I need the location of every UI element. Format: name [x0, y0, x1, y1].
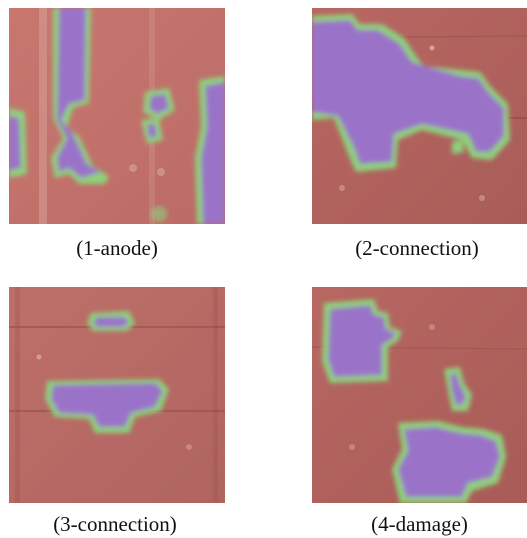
heatmap-panel-anode [9, 8, 225, 224]
heatmap-image-anode [9, 8, 225, 224]
caption-connection-2: (3-connection) [53, 512, 177, 536]
caption-damage: (4-damage) [371, 512, 468, 536]
heatmap-panel-connection-2 [9, 287, 225, 503]
heatmap-panel-damage [312, 287, 527, 503]
heatmap-panel-connection-1 [312, 8, 527, 224]
caption-anode: (1-anode) [76, 236, 158, 260]
heatmap-image-connection-2 [9, 287, 225, 503]
heatmap-image-connection-1 [312, 8, 527, 224]
caption-connection-1: (2-connection) [355, 236, 479, 260]
heatmap-image-damage [312, 287, 527, 503]
